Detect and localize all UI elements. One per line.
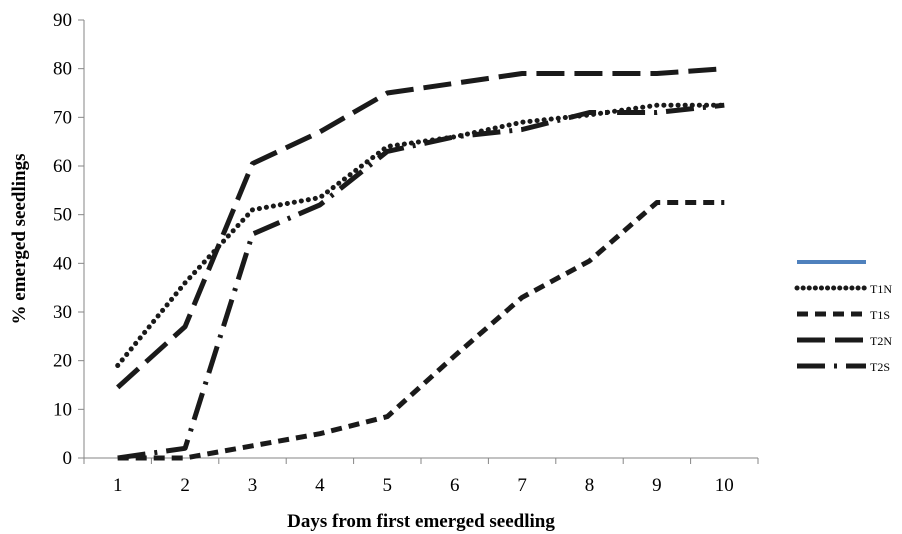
legend-label: T1S <box>870 308 890 322</box>
axes <box>78 19 759 464</box>
y-tick-label: 40 <box>53 253 72 274</box>
y-tick-label: 90 <box>53 10 72 31</box>
tick-labels: 0 10 20 30 40 50 60 70 80 90 1 2 3 4 5 6 7 8 9 10 <box>53 10 734 496</box>
legend-label: T2N <box>870 334 892 348</box>
y-tick-label: 60 <box>53 156 72 177</box>
x-tick-label: 8 <box>585 475 595 496</box>
x-tick-label: 10 <box>715 475 734 496</box>
x-tick-label: 1 <box>113 475 123 496</box>
legend-label: T2S <box>870 360 890 374</box>
series-line-t1s <box>117 200 725 461</box>
x-axis-title: Days from first emerged seedling <box>287 511 555 532</box>
series-line-t2n <box>116 66 725 390</box>
x-tick-label: 2 <box>180 475 190 496</box>
x-tick-label: 5 <box>383 475 393 496</box>
y-tick-label: 50 <box>53 205 72 226</box>
legend-label: T1N <box>870 282 892 296</box>
series-line-t1n <box>115 102 727 368</box>
y-tick-label: 20 <box>53 351 72 372</box>
x-tick-label: 4 <box>315 475 325 496</box>
x-tick-label: 3 <box>248 475 258 496</box>
y-axis-title: % emerged seedlings <box>9 154 30 325</box>
y-tick-label: 10 <box>53 399 72 420</box>
legend: T1N T1S T2N T2S <box>794 260 892 374</box>
y-tick-label: 80 <box>53 59 72 80</box>
x-tick-label: 7 <box>517 475 527 496</box>
series-line-t2s <box>117 102 725 461</box>
y-tick-label: 30 <box>53 302 72 323</box>
y-tick-label: 0 <box>63 448 73 469</box>
y-tick-label: 70 <box>53 107 72 128</box>
x-tick-label: 6 <box>450 475 460 496</box>
series-layer <box>115 66 727 461</box>
x-tick-label: 9 <box>652 475 662 496</box>
